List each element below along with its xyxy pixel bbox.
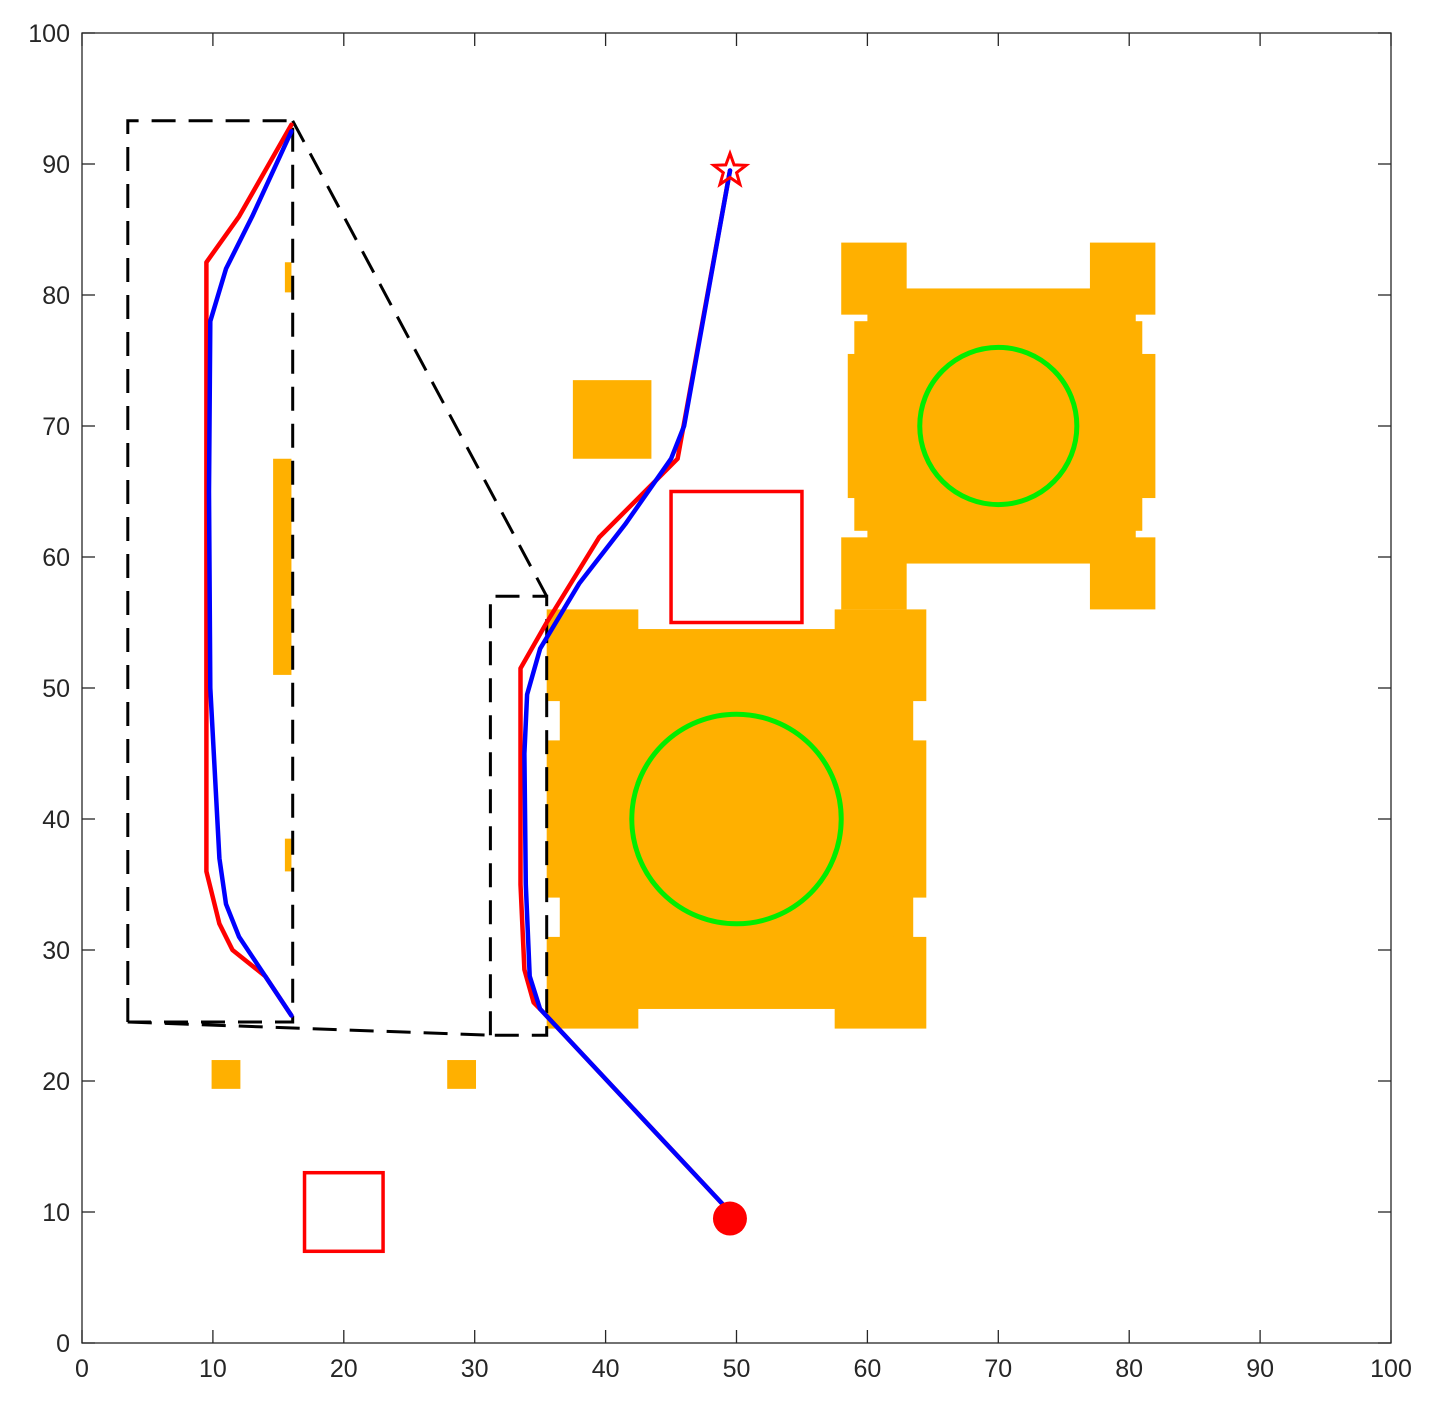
dashed-connector-bottom [127, 1020, 491, 1037]
large-obstacle-upper-lobe-4 [1089, 242, 1156, 315]
large-obstacle-lower-side [546, 740, 927, 898]
y-tick-label: 100 [28, 20, 70, 48]
y-tick-label: 70 [42, 413, 70, 441]
large-obstacle-upper-lobe-1 [841, 537, 907, 610]
obstacle-block-small-left [211, 1060, 241, 1089]
y-tick-label: 90 [42, 151, 70, 179]
obstacle-block-upper [572, 380, 652, 459]
start-marker [712, 1201, 747, 1236]
goal-star-marker [709, 149, 751, 188]
large-obstacle-lower-lobe-4 [834, 609, 927, 702]
y-tick-label: 80 [42, 282, 70, 310]
x-tick-label: 40 [592, 1355, 620, 1383]
y-tick-label: 10 [42, 1199, 70, 1227]
x-tick-label: 80 [1115, 1355, 1143, 1383]
path-blue-1 [522, 168, 733, 1215]
large-obstacle-lower-lobe-1 [546, 936, 639, 1029]
large-obstacle-lower-lobe-3 [546, 609, 639, 702]
dashed-left-rect [126, 119, 295, 1024]
y-tick-label: 0 [56, 1330, 70, 1358]
obstacle-strip-3 [284, 838, 292, 872]
large-obstacle-upper-side [854, 321, 1143, 531]
large-obstacle-upper [841, 242, 1156, 610]
paths-layer [204, 122, 733, 1215]
x-tick-label: 20 [330, 1355, 358, 1383]
x-tick-label: 30 [461, 1355, 489, 1383]
obstacle-strip-2 [284, 262, 292, 293]
y-tick-label: 40 [42, 806, 70, 834]
y-tick-label: 30 [42, 937, 70, 965]
y-tick-label: 50 [42, 675, 70, 703]
large-obstacle-lower [546, 609, 927, 1029]
x-tick-label: 70 [984, 1355, 1012, 1383]
large-obstacle-upper-lobe-2 [1089, 537, 1156, 610]
obstacles-layer [211, 242, 1156, 1089]
x-tick-label: 0 [75, 1355, 89, 1383]
x-tick-label: 90 [1246, 1355, 1274, 1383]
y-tick-label: 20 [42, 1068, 70, 1096]
square-lower-left [302, 1170, 385, 1254]
x-tick-label: 60 [853, 1355, 881, 1383]
y-tick-label: 60 [42, 544, 70, 572]
x-tick-label: 100 [1370, 1355, 1412, 1383]
x-tick-label: 50 [723, 1355, 751, 1383]
path-blue-2 [206, 129, 294, 1018]
circle-upper [917, 344, 1080, 508]
axes-layer: 0 10 20 30 40 50 60 70 80 90 100 0 10 20 30 40 50 60 70 80 9… [28, 20, 1412, 1383]
dashed-connector-top [291, 120, 549, 598]
square-center [669, 489, 804, 625]
large-obstacle-lower-lobe-2 [834, 936, 927, 1029]
x-tick-label: 10 [199, 1355, 227, 1383]
path-red-2 [204, 122, 294, 1018]
circle-lower [629, 711, 844, 927]
shapes-layer [302, 344, 1080, 1254]
dashed-lines-layer [126, 119, 549, 1037]
obstacle-strip-1 [273, 458, 292, 675]
large-obstacle-upper-lobe-3 [841, 242, 907, 315]
markers-layer [709, 149, 751, 1236]
obstacle-block-small-mid [447, 1060, 477, 1089]
